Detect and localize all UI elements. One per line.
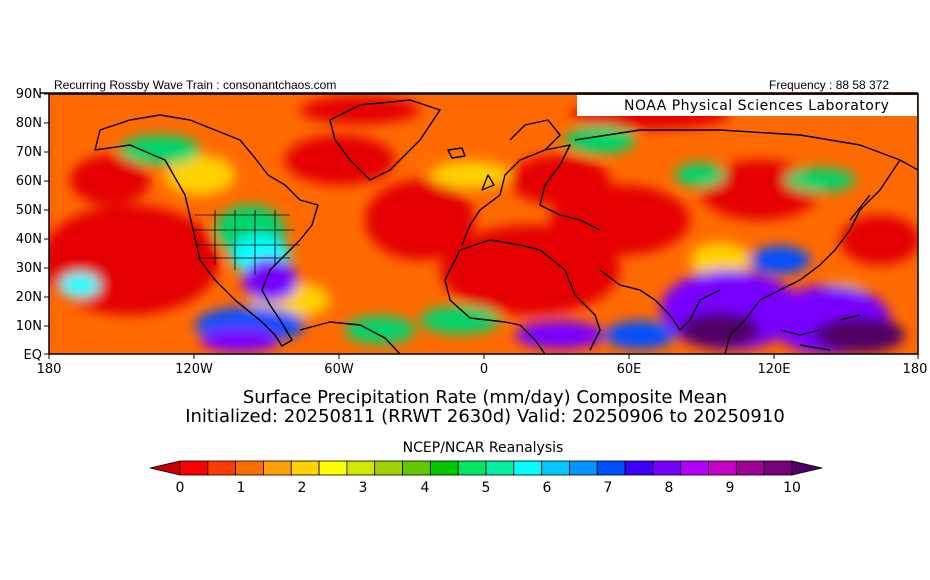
colorbar-tick-label: 0 bbox=[176, 480, 185, 496]
chart-subtitle: Initialized: 20250811 (RRWT 2630d) Valid… bbox=[185, 406, 785, 427]
header-frequency-text: Frequency : 88 58 372 bbox=[769, 78, 890, 92]
colorbar bbox=[149, 460, 823, 476]
lat-label: 50N bbox=[16, 203, 42, 218]
colorbar-swatch bbox=[429, 460, 459, 476]
coastlines bbox=[94, 99, 918, 354]
colorbar-tick-label: 1 bbox=[237, 480, 246, 496]
colorbar-under-arrow bbox=[149, 460, 181, 476]
colorbar-tick-label: 7 bbox=[604, 480, 613, 496]
colorbar-swatch bbox=[235, 460, 264, 476]
lon-label: 0 bbox=[480, 362, 488, 377]
state-borders bbox=[192, 210, 300, 275]
lat-label: 20N bbox=[16, 290, 42, 305]
colorbar-swatch bbox=[374, 460, 403, 476]
lat-label: 40N bbox=[16, 232, 42, 247]
colorbar-tick-label: 10 bbox=[783, 480, 801, 496]
colorbar-tick-label: 2 bbox=[298, 480, 307, 496]
lon-label: 180 bbox=[903, 362, 928, 377]
colorbar-swatch bbox=[596, 460, 626, 476]
colorbar-swatch bbox=[541, 460, 570, 476]
lon-label: 180 bbox=[37, 362, 62, 377]
lat-label: 10N bbox=[16, 319, 42, 334]
colorbar-swatch bbox=[179, 460, 209, 476]
colorbar-labels: 0 1 2 3 4 5 6 7 8 9 10 bbox=[176, 480, 801, 496]
colorbar-swatch bbox=[207, 460, 237, 476]
lon-label: 60E bbox=[617, 362, 642, 377]
header-left-text: Recurring Rossby Wave Train : consonantc… bbox=[54, 78, 337, 92]
lat-label: 90N bbox=[16, 87, 42, 102]
latitude-axis: 90N 80N 70N 60N 50N 40N 30N 20N 10N EQ bbox=[16, 87, 42, 363]
colorbar-swatch bbox=[318, 460, 348, 476]
lon-label: 120E bbox=[757, 362, 790, 377]
colorbar-tick-label: 8 bbox=[665, 480, 674, 496]
colorbar-swatch bbox=[346, 460, 376, 476]
colorbar-tick-label: 3 bbox=[359, 480, 368, 496]
lat-label: 80N bbox=[16, 116, 42, 131]
lon-label: 120W bbox=[175, 362, 213, 377]
colorbar-swatch bbox=[402, 460, 431, 476]
lat-label: 60N bbox=[16, 174, 42, 189]
colorbar-tick-label: 9 bbox=[726, 480, 735, 496]
precipitation-field bbox=[49, 94, 918, 354]
colorbar-swatch bbox=[290, 460, 320, 476]
colorbar-over-arrow bbox=[791, 460, 823, 476]
colorbar-swatch bbox=[708, 460, 737, 476]
colorbar-swatch bbox=[735, 460, 765, 476]
colorbar-tick-label: 6 bbox=[543, 480, 552, 496]
longitude-axis: 180 120W 60W 0 60E 120E 180 bbox=[37, 362, 928, 377]
lat-label: 70N bbox=[16, 145, 42, 160]
colorbar-swatch bbox=[513, 460, 543, 476]
lab-label: NOAA Physical Sciences Laboratory bbox=[624, 98, 889, 114]
colorbar-swatch bbox=[680, 460, 709, 476]
colorbar-swatch bbox=[263, 460, 292, 476]
lat-label: EQ bbox=[24, 348, 42, 363]
colorbar-swatch bbox=[652, 460, 682, 476]
colorbar-tick-label: 4 bbox=[421, 480, 430, 496]
lab-label-box bbox=[577, 95, 917, 116]
data-source-label: NCEP/NCAR Reanalysis bbox=[402, 440, 564, 456]
lon-label: 60W bbox=[324, 362, 354, 377]
lat-label: 30N bbox=[16, 261, 42, 276]
colorbar-swatch bbox=[457, 460, 487, 476]
colorbar-tick-label: 5 bbox=[482, 480, 491, 496]
colorbar-swatch bbox=[485, 460, 515, 476]
chart-title: Surface Precipitation Rate (mm/day) Comp… bbox=[242, 387, 728, 408]
colorbar-swatch bbox=[624, 460, 654, 476]
colorbar-swatch bbox=[763, 460, 793, 476]
colorbar-swatch bbox=[569, 460, 598, 476]
